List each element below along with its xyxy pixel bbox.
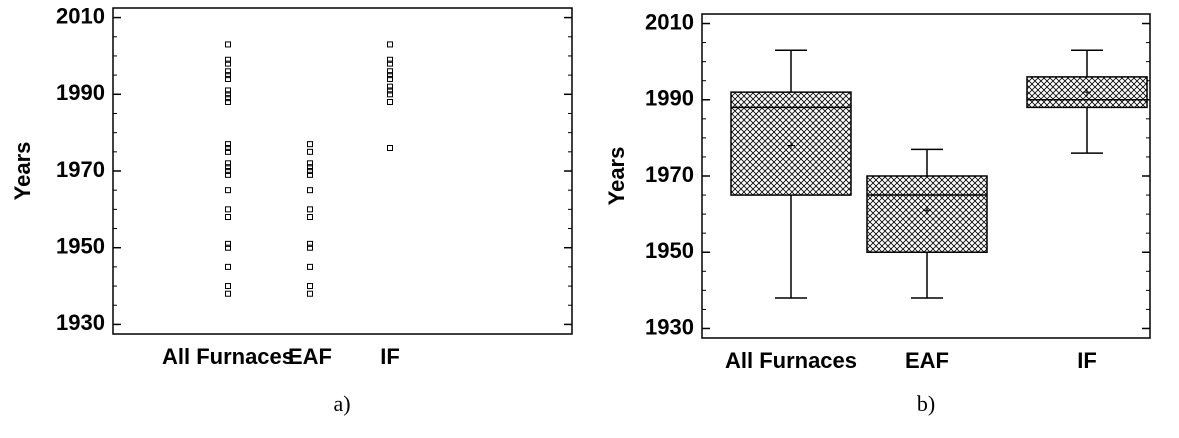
y-tick-label: 1970: [56, 157, 105, 182]
y-axis-label: Years: [10, 142, 35, 201]
point: [225, 144, 231, 151]
y-tick-label: 1930: [56, 310, 105, 335]
point: [307, 263, 313, 270]
caption: b): [917, 391, 935, 416]
point: [307, 283, 313, 290]
point: [307, 148, 313, 155]
point: [387, 98, 393, 105]
y-tick-label: 1950: [645, 238, 694, 263]
caption: a): [333, 391, 350, 416]
y-tick-label: 1990: [56, 80, 105, 105]
point: [225, 244, 231, 251]
point: [307, 240, 313, 247]
point: [225, 41, 231, 48]
point: [225, 283, 231, 290]
y-tick-label: 1990: [645, 86, 694, 111]
point: [225, 240, 231, 247]
point: [307, 160, 313, 167]
box: [866, 175, 988, 253]
point: [225, 95, 231, 102]
point: [307, 244, 313, 251]
point: [225, 141, 231, 148]
y-tick-label: 2010: [56, 3, 105, 28]
x-tick-label: All Furnaces: [162, 344, 294, 369]
point: [387, 75, 393, 82]
point: [225, 60, 231, 67]
mean-marker: [1083, 88, 1091, 97]
x-tick-label: EAF: [288, 344, 332, 369]
point: [225, 168, 231, 174]
y-tick-label: 1970: [645, 162, 694, 187]
point: [387, 60, 393, 67]
point: [307, 206, 313, 213]
point: [307, 164, 313, 171]
point: [387, 72, 393, 79]
point: [225, 87, 231, 94]
point: [225, 206, 231, 213]
point: [387, 144, 393, 151]
point: [225, 160, 231, 167]
mean-marker: [923, 206, 931, 215]
y-axis-label: Years: [604, 147, 629, 206]
x-tick-label: EAF: [905, 348, 949, 373]
point: [225, 164, 231, 171]
x-tick-label: All Furnaces: [725, 348, 857, 373]
x-tick-label: IF: [1077, 348, 1097, 373]
point: [307, 214, 313, 221]
point: [225, 148, 231, 155]
point: [307, 171, 313, 178]
point: [225, 68, 231, 75]
point: [307, 290, 313, 297]
point: [225, 214, 231, 221]
point: [225, 56, 231, 63]
point: [225, 98, 231, 105]
mean-marker: [787, 141, 795, 150]
point: [307, 141, 313, 148]
point: [225, 187, 231, 194]
point: [387, 83, 393, 90]
point: [225, 290, 231, 297]
point: [387, 56, 393, 63]
point: [307, 187, 313, 194]
point: [225, 263, 231, 270]
point: [225, 75, 231, 82]
y-tick-label: 2010: [645, 9, 694, 34]
point: [387, 87, 393, 94]
point: [387, 41, 393, 48]
y-tick-label: 1950: [56, 234, 105, 259]
point: [225, 171, 231, 178]
x-tick-label: IF: [380, 344, 400, 369]
y-tick-label: 1930: [645, 314, 694, 339]
plot-frame: [112, 7, 573, 335]
point: [225, 91, 231, 98]
point: [307, 168, 313, 174]
point: [387, 91, 393, 98]
point: [387, 68, 393, 75]
point: [225, 72, 231, 79]
